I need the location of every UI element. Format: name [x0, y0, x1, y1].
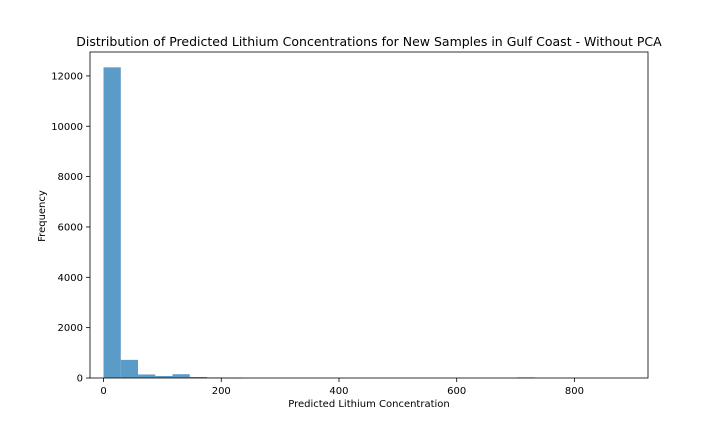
histogram-bar — [155, 375, 173, 378]
y-tick-label: 4000 — [58, 273, 83, 284]
x-tick-label: 800 — [565, 386, 584, 397]
x-tick-label: 200 — [212, 386, 231, 397]
histogram-bar — [138, 374, 156, 378]
x-tick-label: 0 — [100, 386, 106, 397]
y-axis: 0 2000 4000 6000 8000 10000 12000 — [51, 71, 90, 385]
x-axis: 0 200 400 600 800 — [100, 378, 584, 397]
y-tick-label: 0 — [77, 374, 83, 385]
y-tick-label: 2000 — [58, 323, 83, 334]
y-tick-label: 12000 — [51, 71, 83, 82]
x-tick-label: 400 — [329, 386, 348, 397]
plot-frame — [89, 51, 649, 379]
histogram-bar — [103, 67, 121, 378]
bars-group — [103, 67, 535, 379]
histogram-bar — [189, 376, 208, 378]
y-tick-label: 6000 — [58, 222, 83, 233]
chart-title: Distribution of Predicted Lithium Concen… — [76, 34, 662, 49]
y-axis-label: Frequency — [37, 190, 48, 242]
histogram-bar — [120, 359, 139, 378]
x-tick-label: 600 — [447, 386, 466, 397]
y-tick-label: 8000 — [58, 172, 83, 183]
histogram-bar — [172, 374, 190, 378]
y-tick-label: 10000 — [51, 122, 83, 133]
x-axis-label: Predicted Lithium Concentration — [288, 399, 450, 410]
